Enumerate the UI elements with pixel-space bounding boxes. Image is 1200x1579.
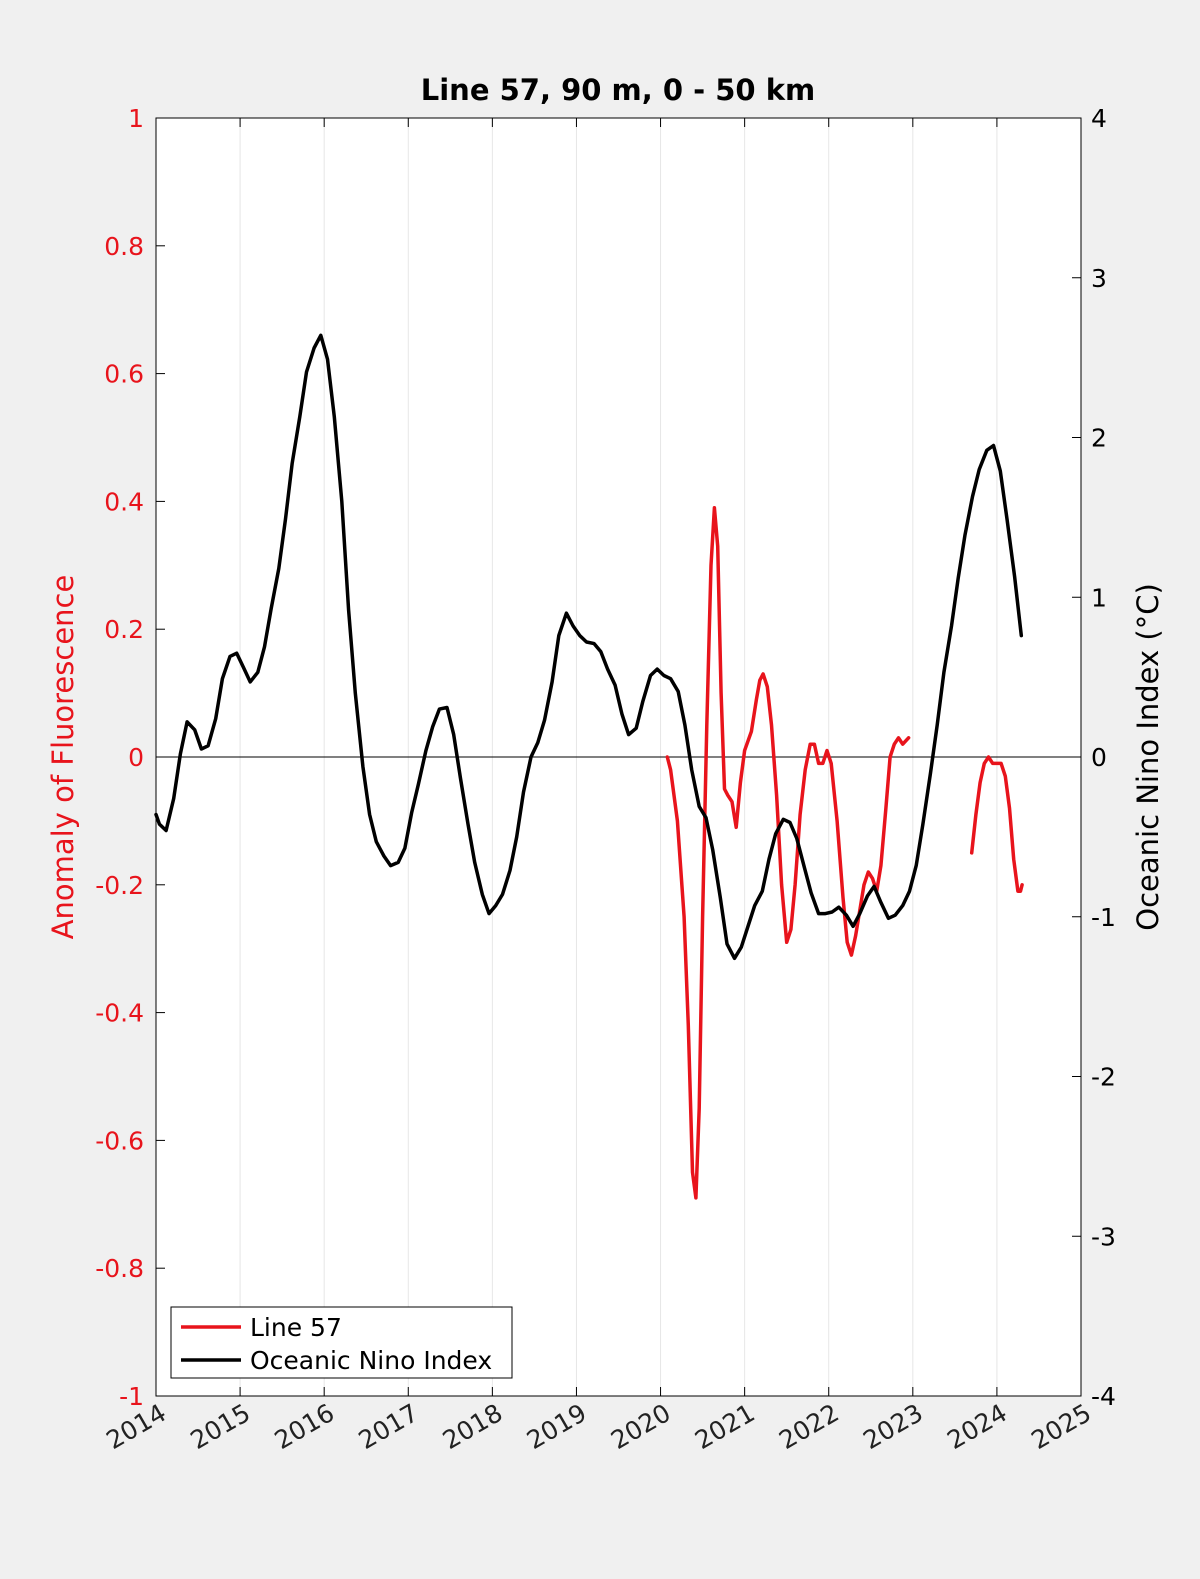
left-tick-label: 0.6 (104, 360, 144, 389)
series-layer (154, 333, 1024, 1200)
right-tick-label: -3 (1091, 1222, 1116, 1251)
series-line-line-57 (665, 506, 911, 1200)
right-tick-label: 2 (1091, 424, 1107, 453)
left-axis-label: Anomaly of Fluorescence (46, 575, 80, 940)
x-tick-label: 2022 (774, 1398, 844, 1455)
legend-label-line-57: Line 57 (250, 1313, 342, 1342)
series-line-oceanic-nino-index (154, 333, 1024, 961)
right-tick-label: -1 (1091, 903, 1116, 932)
x-tick-label: 2023 (858, 1398, 928, 1455)
left-tick-label: -1 (119, 1382, 144, 1411)
left-tick-label: -0.6 (95, 1126, 144, 1155)
left-tick-label: -0.8 (95, 1254, 144, 1283)
left-tick-label: 0 (128, 743, 144, 772)
left-tick-label: -0.4 (95, 999, 144, 1028)
series-line-line-57 (969, 755, 1024, 893)
x-tick-label: 2015 (185, 1398, 255, 1455)
x-tick-label: 2018 (438, 1398, 508, 1455)
left-tick-label: 0.4 (104, 487, 144, 516)
left-tick-label: -0.2 (95, 871, 144, 900)
right-tick-label: 1 (1091, 583, 1107, 612)
x-tick-label: 2020 (606, 1398, 676, 1455)
right-axis-label: Oceanic Nino Index (°C) (1131, 583, 1165, 931)
left-tick-label: 0.2 (104, 615, 144, 644)
legend-label-oni: Oceanic Nino Index (250, 1346, 492, 1375)
x-tick-label: 2024 (942, 1398, 1012, 1455)
legend: Line 57 Oceanic Nino Index (170, 1306, 513, 1379)
x-tick-label: 2016 (270, 1398, 340, 1455)
x-tick-label: 2017 (354, 1398, 424, 1455)
chart-title: Line 57, 90 m, 0 - 50 km (421, 73, 815, 107)
right-tick-label: -2 (1091, 1063, 1116, 1092)
x-tick-label: 2021 (690, 1398, 760, 1455)
left-tick-label: 0.8 (104, 232, 144, 261)
right-tick-label: 4 (1091, 104, 1107, 133)
left-tick-label: 1 (128, 104, 144, 133)
x-tick-label: 2019 (522, 1398, 592, 1455)
right-tick-label: 0 (1091, 743, 1107, 772)
x-tick-label: 2025 (1026, 1398, 1096, 1455)
right-tick-label: 3 (1091, 264, 1107, 293)
right-tick-label: -4 (1091, 1382, 1116, 1411)
legend-box (170, 1306, 513, 1379)
